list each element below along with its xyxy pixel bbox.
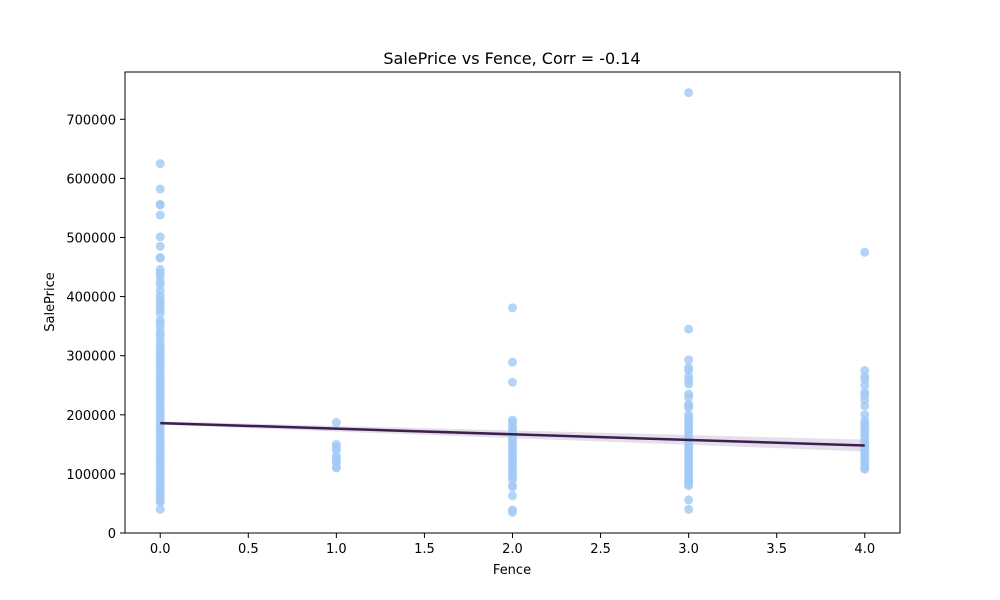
data-point bbox=[860, 401, 870, 411]
data-point bbox=[860, 247, 870, 257]
regression-line-layer bbox=[160, 421, 865, 447]
data-point bbox=[331, 463, 341, 473]
y-tick-label: 100000 bbox=[66, 468, 116, 483]
x-tick-label: 4.0 bbox=[854, 542, 875, 557]
data-point bbox=[860, 464, 870, 474]
data-point bbox=[155, 241, 165, 251]
y-tick-label: 600000 bbox=[66, 172, 116, 187]
x-tick-label: 0.5 bbox=[238, 542, 259, 557]
data-point bbox=[508, 482, 517, 492]
data-point bbox=[155, 253, 165, 263]
y-tick-label: 200000 bbox=[66, 409, 116, 424]
x-tick-label: 3.5 bbox=[766, 542, 787, 557]
data-point bbox=[684, 481, 694, 491]
data-point bbox=[331, 417, 341, 427]
data-point bbox=[508, 357, 517, 367]
x-tick-label: 2.0 bbox=[502, 542, 523, 557]
data-point bbox=[508, 507, 517, 517]
data-point bbox=[508, 303, 517, 313]
data-point bbox=[155, 232, 165, 242]
y-tick-label: 500000 bbox=[66, 231, 116, 246]
data-point bbox=[860, 380, 870, 390]
data-point bbox=[684, 379, 694, 389]
data-point bbox=[155, 210, 165, 220]
y-axis-ticks: 0 100000 200000 300000 400000 500000 600000 700… bbox=[66, 113, 125, 542]
data-point bbox=[684, 88, 694, 98]
x-axis-ticks: 0.0 0.5 1.0 1.5 2.0 2.5 3.0 3.5 4.0 bbox=[150, 533, 875, 557]
data-point bbox=[684, 324, 694, 334]
data-point bbox=[155, 184, 165, 194]
data-point bbox=[155, 504, 165, 514]
x-tick-label: 3.0 bbox=[678, 542, 699, 557]
data-point bbox=[684, 355, 694, 365]
data-point bbox=[155, 200, 165, 210]
data-point bbox=[508, 377, 517, 387]
x-axis-label: Fence bbox=[493, 563, 531, 578]
data-point bbox=[684, 392, 694, 402]
y-tick-label: 700000 bbox=[66, 113, 116, 128]
y-tick-label: 0 bbox=[108, 527, 116, 542]
y-axis-label: SalePrice bbox=[43, 272, 58, 332]
data-point bbox=[155, 159, 165, 169]
regression-line bbox=[160, 421, 865, 447]
data-point bbox=[155, 308, 165, 318]
x-tick-label: 1.5 bbox=[414, 542, 435, 557]
y-tick-label: 400000 bbox=[66, 291, 116, 306]
y-tick-label: 300000 bbox=[66, 350, 116, 365]
points-layer bbox=[155, 88, 870, 517]
chart-title: SalePrice vs Fence, Corr = -0.14 bbox=[383, 49, 640, 68]
x-tick-label: 1.0 bbox=[326, 542, 347, 557]
x-tick-label: 0.0 bbox=[150, 542, 171, 557]
data-point bbox=[684, 403, 694, 413]
x-tick-label: 2.5 bbox=[590, 542, 611, 557]
data-point bbox=[508, 491, 517, 501]
data-point bbox=[684, 495, 694, 505]
data-point bbox=[684, 504, 694, 514]
data-point bbox=[155, 497, 165, 507]
